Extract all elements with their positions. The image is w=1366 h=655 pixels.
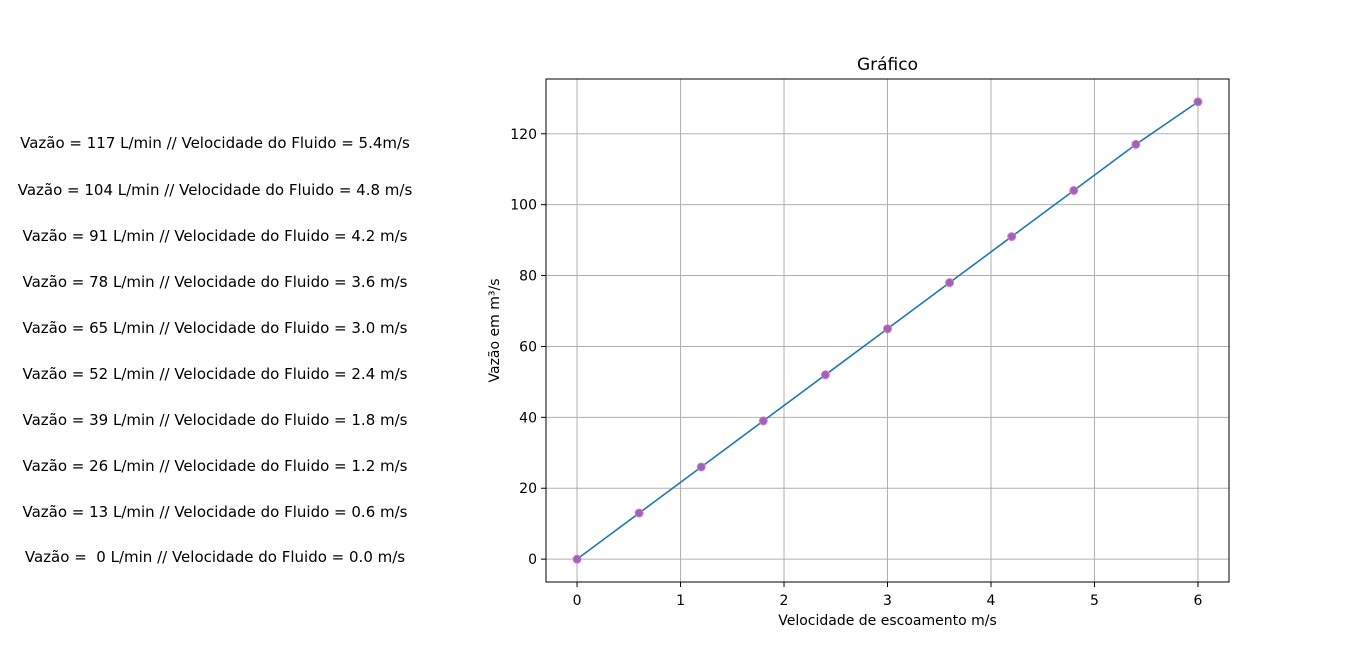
data-point [1007, 232, 1017, 242]
reading-line: Vazão = 91 L/min // Velocidade do Fluido… [22, 227, 408, 245]
reading-line: Vazão = 78 L/min // Velocidade do Fluido… [22, 273, 408, 291]
y-tick-label: 80 [519, 269, 537, 285]
data-point [1131, 139, 1141, 149]
x-tick-label: 6 [1193, 593, 1202, 609]
y-tick-label: 120 [510, 127, 537, 143]
reading-line: Vazão = 65 L/min // Velocidade do Fluido… [22, 319, 408, 337]
data-point [1193, 97, 1203, 107]
data-point [1069, 185, 1079, 195]
reading-line: Vazão = 117 L/min // Velocidade do Fluid… [20, 134, 410, 152]
chart-title: Gráfico [857, 55, 918, 75]
x-axis-label: Velocidade de escoamento m/s [778, 613, 997, 629]
series-layer [572, 97, 1203, 564]
data-point [758, 416, 768, 426]
y-tick-label: 60 [519, 339, 537, 355]
data-point [696, 462, 706, 472]
reading-line: Vazão = 52 L/min // Velocidade do Fluido… [22, 365, 408, 383]
x-tick-label: 0 [573, 593, 582, 609]
reading-line: Vazão = 0 L/min // Velocidade do Fluido … [24, 548, 406, 566]
data-point [634, 508, 644, 518]
data-point [572, 554, 582, 564]
reading-line: Vazão = 104 L/min // Velocidade do Fluid… [17, 181, 413, 199]
y-tick-label: 40 [519, 410, 537, 426]
x-tick-label: 3 [883, 593, 892, 609]
y-tick-label: 20 [519, 481, 537, 497]
y-axis-label: Vazão em m³/s [487, 279, 503, 383]
y-tick-label: 0 [528, 552, 537, 568]
x-tick-label: 1 [676, 593, 685, 609]
x-tick-label: 2 [780, 593, 789, 609]
reading-line: Vazão = 26 L/min // Velocidade do Fluido… [22, 457, 408, 475]
reading-line: Vazão = 39 L/min // Velocidade do Fluido… [22, 411, 408, 429]
grid-lines [546, 79, 1229, 582]
readings-panel: Vazão = 117 L/min // Velocidade do Fluid… [0, 0, 430, 655]
x-tick-label: 4 [987, 593, 996, 609]
data-point [820, 370, 830, 380]
reading-line: Vazão = 13 L/min // Velocidade do Fluido… [22, 503, 408, 521]
y-tick-label: 100 [510, 198, 537, 214]
data-point [883, 324, 892, 334]
data-point [945, 278, 955, 288]
x-tick-label: 5 [1090, 593, 1099, 609]
